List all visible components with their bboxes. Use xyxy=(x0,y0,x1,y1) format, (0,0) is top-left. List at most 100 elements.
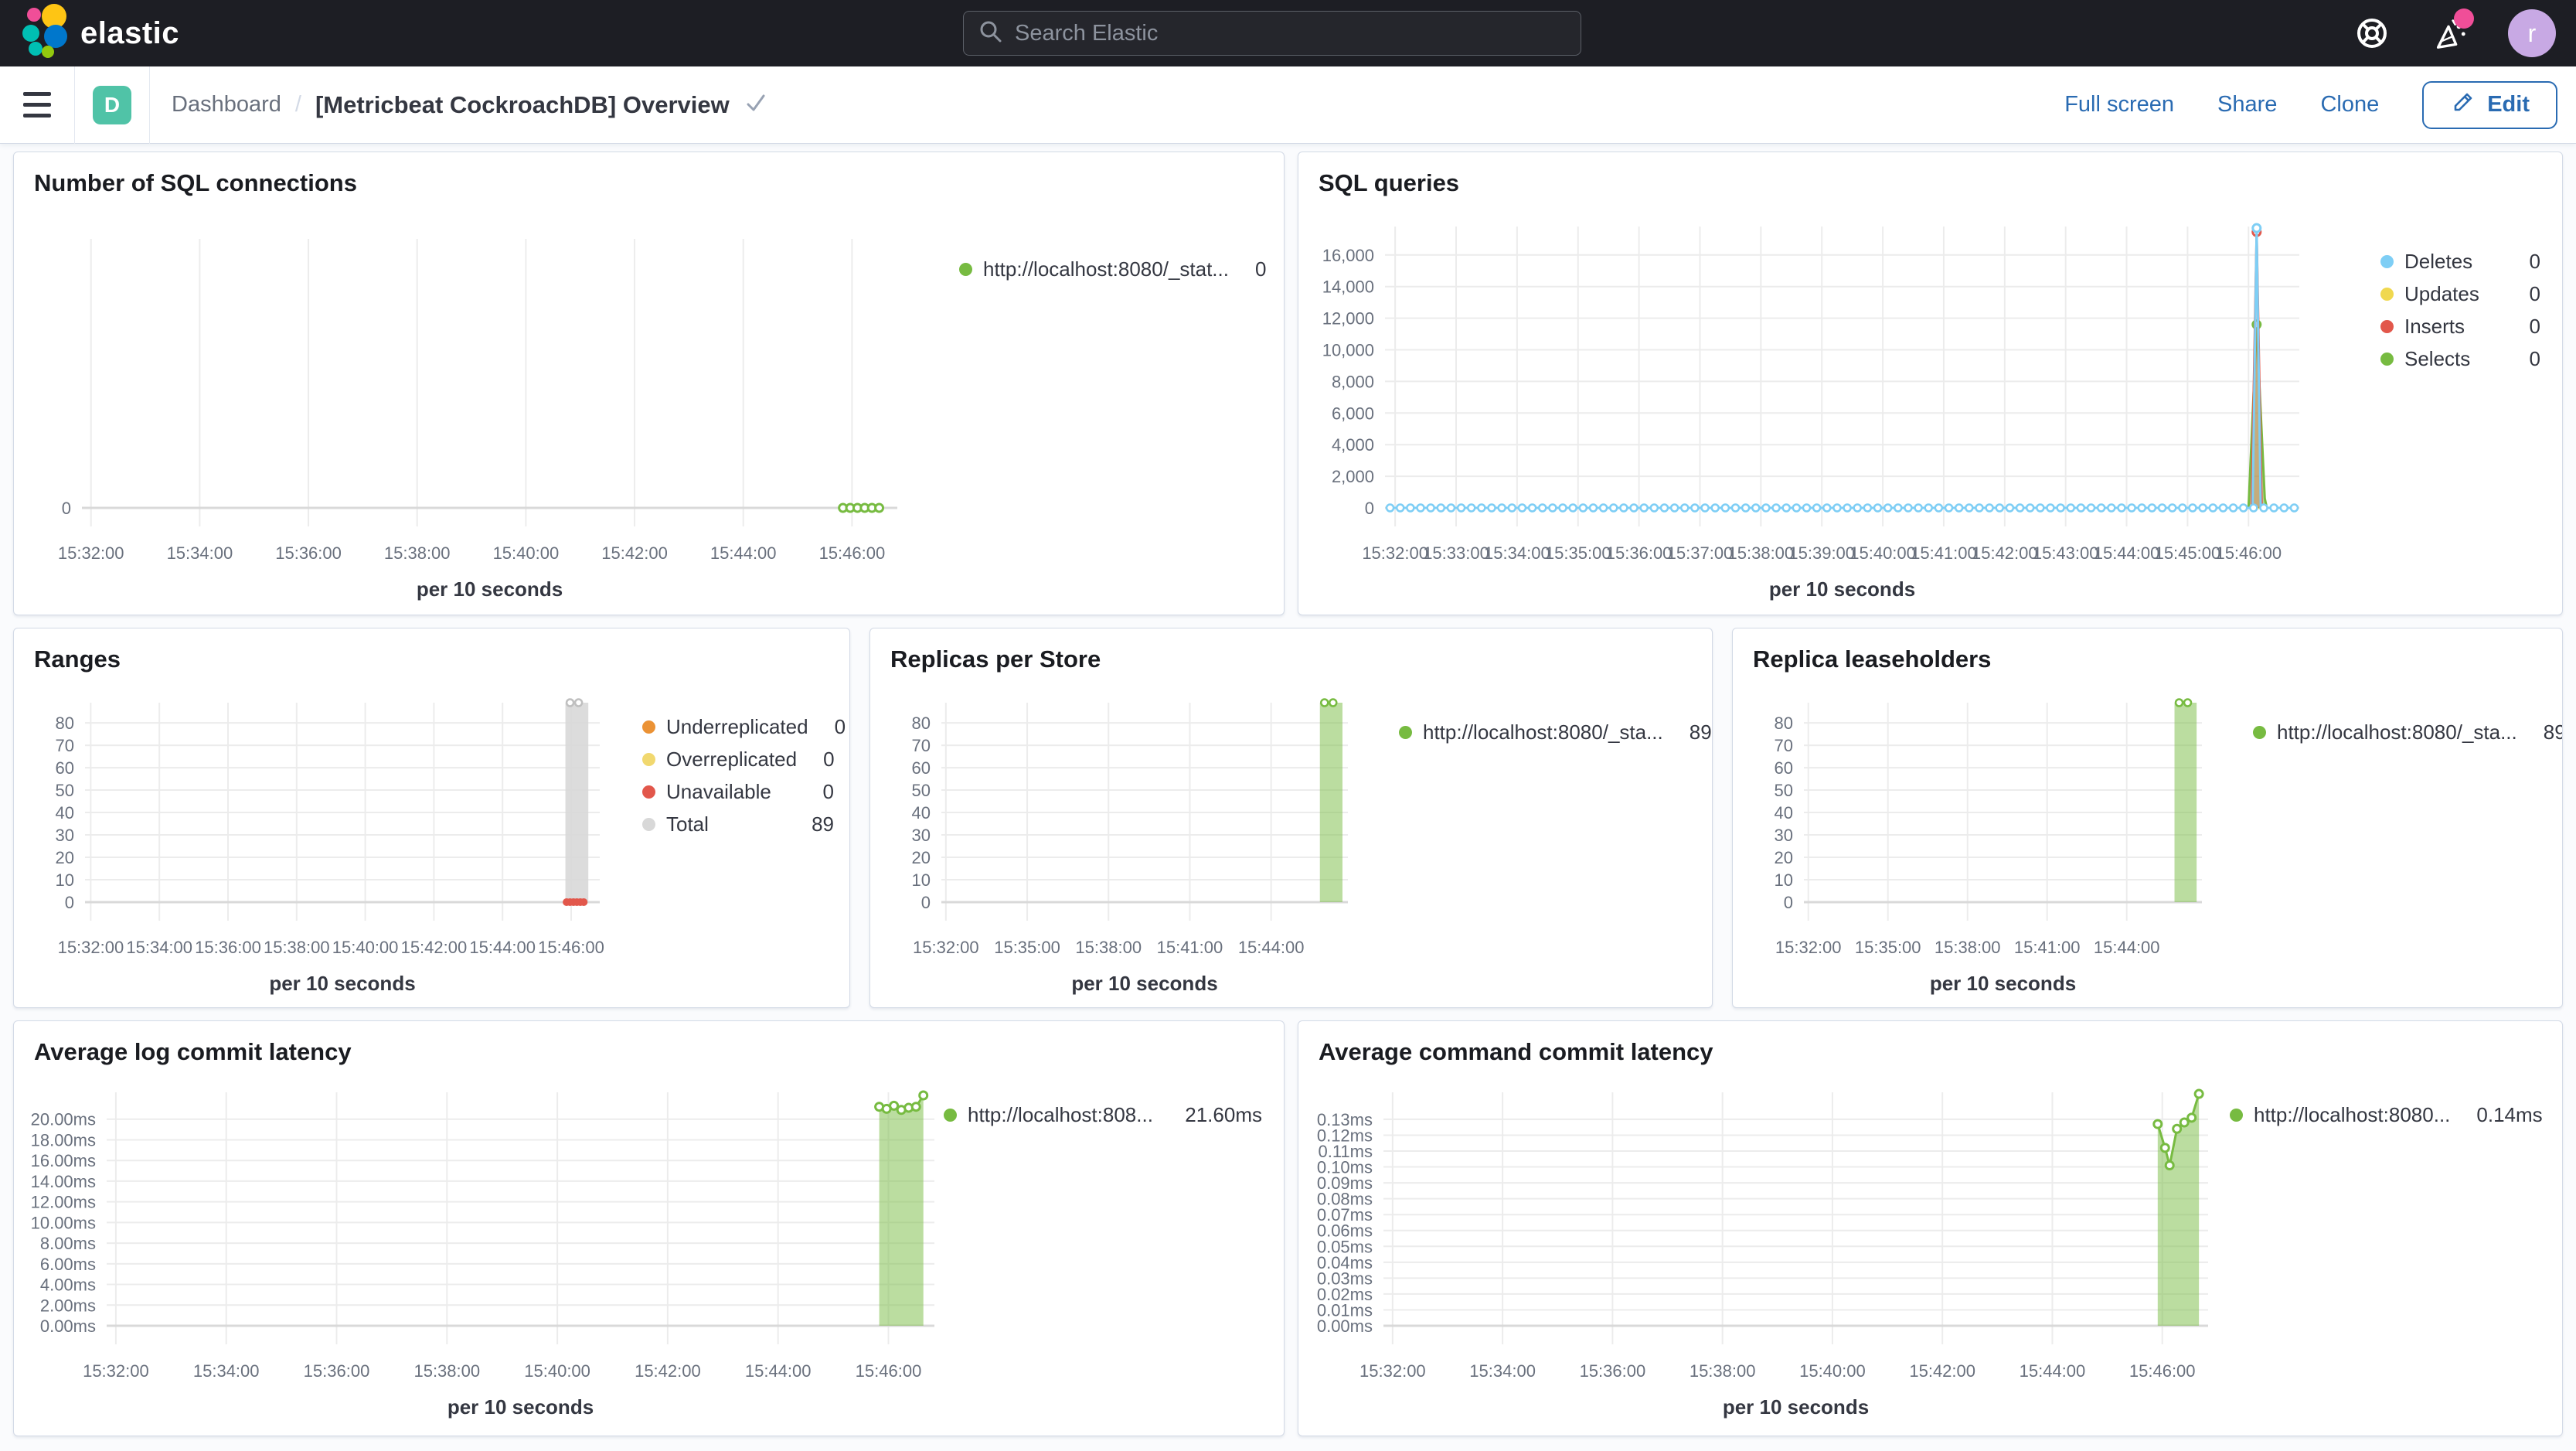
svg-text:40: 40 xyxy=(1775,803,1793,823)
chart-replica-leaseholders[interactable]: 15:32:00 15:35:00 15:38:00 15:41:00 15:44:00… xyxy=(1733,678,2253,1007)
svg-text:15:38:00: 15:38:00 xyxy=(413,1361,480,1381)
legend-series-dot xyxy=(2253,725,2266,739)
legend-item[interactable]: Unavailable 0 xyxy=(642,780,834,803)
svg-text:15:32:00: 15:32:00 xyxy=(1362,543,1428,563)
svg-text:16,000: 16,000 xyxy=(1322,246,1374,265)
legend-item[interactable]: http://localhost:8080... 0.14ms xyxy=(2230,1102,2543,1126)
legend-item[interactable]: Inserts 0 xyxy=(2380,315,2540,338)
svg-text:15:46:00: 15:46:00 xyxy=(819,543,886,563)
legend-series-label: Updates xyxy=(2404,281,2479,305)
svg-text:15:40:00: 15:40:00 xyxy=(1799,1361,1866,1381)
svg-text:per 10 seconds: per 10 seconds xyxy=(269,972,415,995)
chart-avg-log-commit-latency[interactable]: 15:32:00 15:34:00 15:36:00 15:38:00 15:40:00… xyxy=(14,1071,944,1436)
legend-item[interactable]: Updates 0 xyxy=(2380,282,2540,305)
svg-text:15:38:00: 15:38:00 xyxy=(1690,1361,1756,1381)
top-navbar: elastic Search Elastic xyxy=(0,0,2576,66)
search-icon xyxy=(978,19,1004,49)
search-input[interactable]: Search Elastic xyxy=(963,11,1581,56)
legend: http://localhost:8080... 0.14ms xyxy=(2230,1071,2562,1436)
elastic-brand[interactable]: elastic xyxy=(0,3,179,63)
page-title: [Metricbeat CockroachDB] Overview xyxy=(315,90,730,118)
legend-item[interactable]: http://localhost:8080/_sta... 89 xyxy=(1399,720,1712,744)
breadcrumb: Dashboard / [Metricbeat CockroachDB] Ove… xyxy=(150,90,768,119)
panel-title: SQL queries xyxy=(1319,169,1460,196)
legend-series-dot xyxy=(2380,254,2394,268)
svg-text:15:42:00: 15:42:00 xyxy=(1909,1361,1975,1381)
menu-hamburger-icon[interactable] xyxy=(0,66,74,144)
svg-text:0.08ms: 0.08ms xyxy=(1317,1190,1373,1209)
svg-text:60: 60 xyxy=(1775,758,1793,778)
svg-text:15:42:00: 15:42:00 xyxy=(1972,543,2038,563)
legend: Deletes 0 Updates 0 Inserts 0 Selects 0 xyxy=(2380,202,2562,615)
svg-text:80: 80 xyxy=(1775,714,1793,733)
help-icon[interactable] xyxy=(2353,15,2391,52)
svg-text:14.00ms: 14.00ms xyxy=(31,1172,96,1191)
legend: http://localhost:8080/_stat... 0 xyxy=(959,202,1284,615)
legend-item[interactable]: Total 89 xyxy=(642,812,834,836)
toolbar-divider xyxy=(74,66,75,144)
svg-text:15:36:00: 15:36:00 xyxy=(195,938,261,957)
legend-series-value: 0 xyxy=(2529,346,2540,370)
full-screen-button[interactable]: Full screen xyxy=(2064,92,2175,117)
edit-button-label: Edit xyxy=(2487,92,2530,117)
legend-series-label: http://localhost:8080/_sta... xyxy=(2277,720,2517,744)
svg-text:15:34:00: 15:34:00 xyxy=(1484,543,1550,563)
legend: http://localhost:808... 21.60ms xyxy=(944,1071,1284,1436)
panel-title: Replicas per Store xyxy=(890,645,1101,673)
panel-sql-connections: Number of SQL connections 15:32:00 15:34:… xyxy=(13,152,1285,615)
svg-text:0: 0 xyxy=(1784,893,1793,912)
legend-series-label: Inserts xyxy=(2404,314,2465,338)
clone-button[interactable]: Clone xyxy=(2320,92,2380,117)
toolbar-divider xyxy=(149,66,150,144)
chart-replicas-per-store[interactable]: 15:32:00 15:35:00 15:38:00 15:41:00 15:44:00… xyxy=(870,678,1399,1007)
svg-text:0.03ms: 0.03ms xyxy=(1317,1269,1373,1288)
svg-text:15:45:00: 15:45:00 xyxy=(2155,543,2221,563)
svg-text:15:41:00: 15:41:00 xyxy=(2014,938,2081,957)
chart-ranges[interactable]: 15:32:00 15:34:00 15:36:00 15:38:00 15:40:00… xyxy=(14,678,642,1007)
legend-item[interactable]: Overreplicated 0 xyxy=(642,748,835,771)
space-badge[interactable]: D xyxy=(93,85,131,124)
share-button[interactable]: Share xyxy=(2217,92,2278,117)
legend-series-label: http://localhost:8080/_stat... xyxy=(983,257,1229,281)
legend-series-value: 0.14ms xyxy=(2476,1102,2543,1126)
svg-text:0: 0 xyxy=(65,893,74,912)
chart-avg-command-commit-latency[interactable]: 15:32:00 15:34:00 15:36:00 15:38:00 15:40:00… xyxy=(1298,1071,2230,1436)
legend-item[interactable]: Deletes 0 xyxy=(2380,250,2540,273)
title-check-icon[interactable] xyxy=(744,90,768,119)
legend-item[interactable]: Underreplicated 0 xyxy=(642,715,846,738)
svg-text:15:46:00: 15:46:00 xyxy=(2129,1361,2196,1381)
svg-text:2,000: 2,000 xyxy=(1332,467,1374,486)
breadcrumb-dashboard-link[interactable]: Dashboard xyxy=(172,92,281,117)
svg-text:per 10 seconds: per 10 seconds xyxy=(1769,577,1915,601)
svg-text:per 10 seconds: per 10 seconds xyxy=(1930,972,2076,995)
legend-series-value: 0 xyxy=(2529,281,2540,305)
svg-text:15:32:00: 15:32:00 xyxy=(83,1361,149,1381)
panel-replica-leaseholders: Replica leaseholders 15:32:00 15:35:00 15:… xyxy=(1732,628,2563,1008)
legend-item[interactable]: http://localhost:8080/_stat... 0 xyxy=(959,257,1266,281)
news-feed-icon[interactable] xyxy=(2431,9,2474,52)
legend-item[interactable]: Selects 0 xyxy=(2380,347,2540,370)
svg-text:6,000: 6,000 xyxy=(1332,404,1374,423)
svg-text:15:40:00: 15:40:00 xyxy=(1849,543,1916,563)
elastic-logo-icon xyxy=(20,3,70,63)
svg-text:12.00ms: 12.00ms xyxy=(31,1193,96,1212)
legend-series-dot xyxy=(642,785,655,799)
legend-series-label: Unavailable xyxy=(666,779,771,803)
svg-text:20: 20 xyxy=(1775,848,1793,867)
user-avatar[interactable]: r xyxy=(2508,9,2556,57)
svg-text:0.10ms: 0.10ms xyxy=(1317,1158,1373,1177)
svg-text:15:41:00: 15:41:00 xyxy=(1157,938,1223,957)
svg-text:0.04ms: 0.04ms xyxy=(1317,1253,1373,1272)
chart-sql-queries[interactable]: 15:32:00 15:33:00 15:34:00 15:35:00 15:36:00… xyxy=(1298,202,2380,615)
chart-sql-connections[interactable]: 15:32:00 15:34:00 15:36:00 15:38:00 15:40:00… xyxy=(14,202,959,615)
edit-button[interactable]: Edit xyxy=(2422,80,2557,129)
legend-series-label: http://localhost:808... xyxy=(968,1102,1153,1126)
legend-item[interactable]: http://localhost:8080/_sta... 89 xyxy=(2253,720,2562,744)
legend-series-value: 89 xyxy=(2543,720,2562,744)
legend-series-label: Selects xyxy=(2404,346,2471,370)
legend-series-dot xyxy=(2380,352,2394,366)
legend-item[interactable]: http://localhost:808... 21.60ms xyxy=(944,1103,1262,1126)
svg-text:15:38:00: 15:38:00 xyxy=(384,543,451,563)
legend-series-value: 0 xyxy=(822,779,834,803)
svg-text:40: 40 xyxy=(912,803,931,823)
